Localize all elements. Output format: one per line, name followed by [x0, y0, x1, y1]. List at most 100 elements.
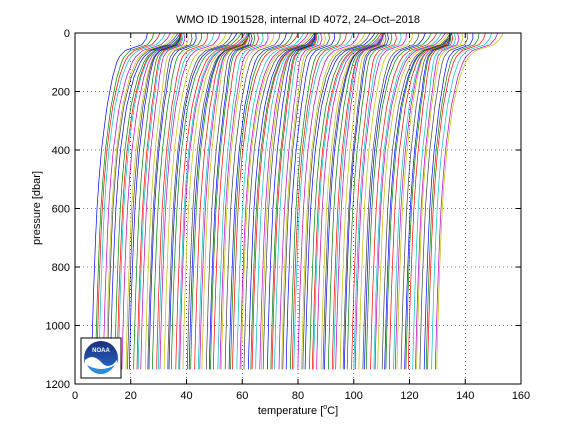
profile-line — [278, 33, 323, 370]
profile-line — [385, 33, 453, 370]
y-tick-label: 1000 — [46, 321, 70, 333]
profile-line — [370, 33, 438, 370]
profile-line — [171, 33, 242, 370]
profile-line — [136, 33, 182, 370]
profile-line — [114, 33, 183, 370]
profile-line — [431, 33, 493, 370]
profile-line — [405, 33, 452, 370]
profile-line — [365, 33, 432, 370]
profile-line — [384, 33, 452, 370]
profile-line — [91, 33, 148, 370]
profile-line — [109, 33, 181, 370]
x-axis-title-unit: C] — [327, 405, 338, 417]
profile-line — [205, 33, 251, 370]
x-tick-label: 120 — [400, 390, 418, 402]
profile-line — [374, 33, 446, 370]
profile-line — [324, 33, 385, 370]
profile-line — [221, 33, 275, 370]
profile-line — [219, 33, 269, 370]
profile-line — [186, 33, 251, 370]
profile-line — [261, 33, 316, 370]
profile-line — [313, 33, 384, 370]
profile-line — [351, 33, 397, 370]
profile-line — [201, 33, 249, 370]
profile-line — [342, 33, 387, 370]
profile-line — [224, 33, 281, 370]
profile-line — [312, 33, 382, 370]
profile-line — [94, 33, 155, 370]
profile-line — [140, 33, 186, 370]
profile-line — [178, 33, 248, 370]
profile-line — [425, 33, 480, 370]
profile-line — [281, 33, 326, 370]
y-tick-label: 800 — [52, 262, 70, 274]
profile-line — [293, 33, 354, 370]
profile-line — [96, 33, 161, 370]
profile-line — [377, 33, 449, 370]
x-axis-title: temperature [oC] — [258, 404, 338, 417]
profile-line — [156, 33, 208, 370]
profile-line — [339, 33, 385, 370]
profile-line — [116, 33, 183, 370]
profile-line — [167, 33, 233, 370]
profile-line — [362, 33, 420, 370]
x-tick-label: 20 — [125, 390, 137, 402]
x-tick-label: 140 — [456, 390, 474, 402]
x-tick-label: 160 — [512, 390, 530, 402]
profile-line — [291, 33, 347, 370]
profile-line — [262, 33, 316, 370]
profile-line — [121, 33, 183, 370]
noaa-logo-text: NOAA — [92, 348, 110, 354]
profile-line — [152, 33, 202, 370]
profile-line — [194, 33, 249, 370]
profile-line — [328, 33, 384, 370]
profile-line — [228, 33, 287, 370]
profile-line — [102, 33, 171, 370]
profile-line — [255, 33, 318, 370]
y-tick-label: 1200 — [46, 379, 70, 391]
profile-line — [389, 33, 453, 370]
x-tick-labels: 0 20 40 60 80 100 120 140 160 — [72, 390, 530, 402]
profile-line — [309, 33, 379, 370]
profile-line — [236, 33, 305, 370]
profile-line — [117, 33, 183, 370]
profile-line — [400, 33, 450, 370]
profile-line — [427, 33, 486, 370]
profile-line — [182, 33, 251, 370]
profile-line — [148, 33, 197, 370]
profile-line — [267, 33, 316, 370]
profile-line — [129, 33, 181, 370]
y-tick-labels: 0 200 400 600 800 1000 1200 — [46, 28, 70, 391]
profile-line — [213, 33, 259, 370]
profile-line — [240, 33, 313, 370]
profile-line — [210, 33, 256, 370]
y-tick-label: 600 — [52, 204, 70, 216]
profile-line — [346, 33, 393, 370]
profile-line — [271, 33, 318, 370]
profile-line — [407, 33, 454, 370]
x-axis-title-main: temperature [ — [258, 405, 323, 417]
profile-line — [320, 33, 386, 370]
profile-line — [217, 33, 264, 370]
y-tick-label: 200 — [52, 87, 70, 99]
profile-line — [335, 33, 383, 370]
profile-line — [133, 33, 181, 370]
profile-line — [163, 33, 227, 370]
profile-line — [435, 33, 499, 370]
profile-line — [282, 33, 330, 370]
x-tick-label: 60 — [236, 390, 248, 402]
profile-line — [436, 33, 504, 370]
profile-line — [301, 33, 366, 370]
y-tick-label: 400 — [52, 145, 70, 157]
profile-line — [179, 33, 250, 370]
profile-line — [302, 33, 371, 370]
profile-line — [343, 33, 389, 370]
profile-line — [304, 33, 376, 370]
profile-line — [175, 33, 246, 370]
profile-line — [209, 33, 253, 370]
profile-line — [316, 33, 385, 370]
profile-line — [230, 33, 294, 370]
profile-line — [333, 33, 383, 370]
profile-line — [137, 33, 184, 370]
